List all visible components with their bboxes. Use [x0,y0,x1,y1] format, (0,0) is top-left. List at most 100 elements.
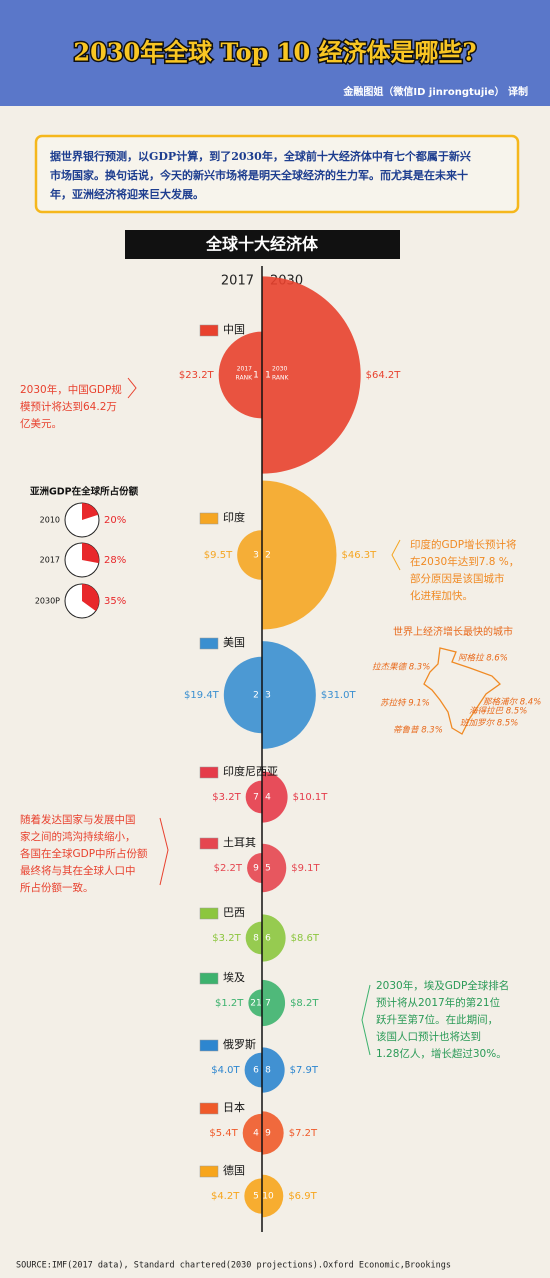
gdp-2017-label: $3.2T [212,933,241,944]
gdp-2017-label: $4.2T [211,1191,240,1202]
note-line: 2030年，中国GDP规 [20,383,122,396]
circle-2017 [218,331,262,419]
section-title: 全球十大经济体 [205,235,319,254]
gdp-2030-label: $7.2T [289,1128,318,1139]
country-name: 日本 [223,1100,245,1114]
circle-2017 [245,780,262,814]
title: 2030年全球 Top 10 经济体是哪些? [73,38,476,67]
pie-wedge [82,543,100,564]
bracket [127,377,137,399]
gdp-2017-label: $5.4T [209,1128,238,1139]
note-line: 预计将从2017年的第21位 [376,996,501,1009]
circle-2017 [244,1052,262,1088]
gdp-2030-label: $8.2T [290,998,319,1009]
country-name: 俄罗斯 [223,1038,256,1051]
gdp-2030-label: $9.1T [291,863,320,874]
credit: 金融图姐（微信ID jinrongtujie） 译制 [342,85,528,98]
flag [199,1165,219,1178]
gdp-2017-label: $23.2T [179,370,215,381]
rank-2017: 6 [253,1066,259,1076]
circle-2030 [262,914,286,962]
flag [199,324,219,337]
city-label: 班加罗尔 8.5% [460,718,518,729]
city-label: 那格浦尔 8.4% [483,697,541,708]
gdp-2017-label: $9.5T [204,550,233,561]
rank-2017: 1 [253,371,259,381]
rank-2030: 5 [265,864,271,874]
section-title-box [125,230,400,259]
pie-title: 亚洲GDP在全球所占份额 [30,486,139,498]
gdp-2017-label: $19.4T [184,690,220,701]
rank-2017: 4 [253,1129,259,1139]
note-line: 化进程加快。 [410,589,473,602]
circle-2030 [262,843,287,893]
country-name: 印度尼西亚 [223,764,278,778]
rank-2017: 2 [253,691,259,701]
note-line: 各国在全球GDP中所占份额 [20,847,148,860]
rank-2030: 9 [265,1129,271,1139]
note-line: 在2030年达到7.8 %， [410,555,519,568]
pie-year: 2010 [40,516,60,525]
circle-2030 [262,1111,284,1155]
rank-2030: 6 [265,934,271,944]
india-map [423,647,502,735]
rank-2030: 4 [265,793,271,803]
flag [199,1039,219,1052]
gdp-2030-label: $64.2T [366,370,402,381]
intro-box [34,134,520,214]
note-line: 所占份额一致。 [20,881,94,894]
city-label: 苏拉特 9.1% [380,698,430,709]
note-line: 家之间的鸿沟持续缩小， [20,830,136,843]
pie-label: 28% [104,555,126,566]
circle-2017 [248,989,262,1017]
header-bar [0,0,550,106]
rank-2030: 7 [265,999,271,1009]
circle-2030 [262,771,288,823]
rank-heading: RANK [272,375,290,382]
circle-2030 [262,1047,285,1093]
pie-wedge [82,584,100,611]
circle-2017 [245,921,262,955]
rank-2017: 5 [253,1192,259,1202]
bracket [159,817,169,886]
rank-2030: 2 [265,551,271,561]
country-name: 巴西 [223,906,245,919]
flag [199,1102,219,1115]
pie-label: 20% [104,515,126,526]
year-left: 2017 [221,274,254,289]
rank-heading: RANK [236,375,254,382]
country-name: 德国 [223,1163,245,1177]
rank-2017: 9 [253,864,259,874]
rank-heading: 2017 [237,366,252,373]
circle-2017 [244,1178,262,1214]
gdp-2017-label: $4.0T [211,1065,240,1076]
flag [199,907,219,920]
flag [199,637,219,650]
gdp-2030-label: $8.6T [291,933,320,944]
gdp-2017-label: $1.2T [215,998,244,1009]
intro-line: 年，亚洲经济将迎来巨大发展。 [50,187,204,201]
country-name: 美国 [223,636,245,649]
country-name: 中国 [223,323,245,336]
gdp-2030-label: $7.9T [290,1065,319,1076]
source: SOURCE:IMF(2017 data), Standard chartere… [16,1261,451,1271]
note-line: 1.28亿人，增长超过30%。 [376,1047,507,1060]
pie-year: 2017 [40,556,60,565]
gdp-2030-label: $10.1T [293,792,329,803]
circle-2030 [262,276,361,474]
intro-line: 市场国家。换句话说，今天的新兴市场将是明天全球经济的生力军。而尤其是在未来十 [50,168,468,182]
bracket [361,984,371,1056]
flag [199,766,219,779]
flag [199,512,219,525]
country-name: 印度 [223,510,245,524]
city-label: 蒂鲁普 8.3% [393,725,443,736]
rank-2017: 3 [253,551,259,561]
note-line: 该国人口预计也将达到 [376,1030,481,1043]
bracket [391,539,401,571]
rank-2030: 10 [262,1192,274,1202]
rank-2017: 8 [253,934,259,944]
note-line: 跃升至第7位。在此期间， [376,1013,498,1026]
note-line: 最终将与其在全球人口中 [20,864,136,877]
